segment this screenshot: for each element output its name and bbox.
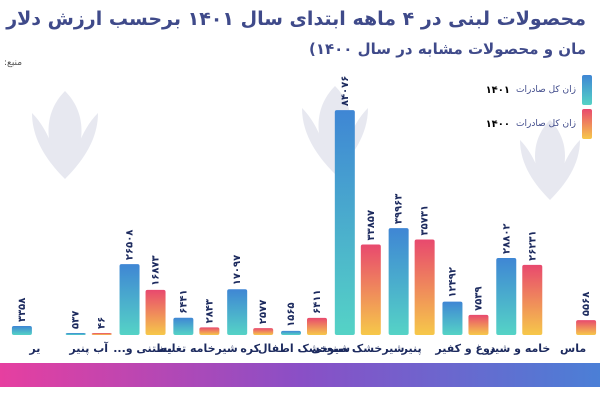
bar-1401 (11, 326, 32, 335)
data-label: ۲۸۸۰۲ (501, 223, 512, 254)
category-label: کره (240, 342, 260, 355)
watermark-logo-icon (32, 91, 98, 179)
data-label: ۳۳۵۸ (17, 298, 28, 322)
category-label: شیرخشک صنعتی (311, 342, 404, 355)
data-label: ۲۶۲۳۱ (527, 230, 538, 261)
category-label: آب پنیر (68, 341, 108, 355)
legend-text: زان کل صادرات (516, 85, 576, 95)
bar-1400 (91, 333, 112, 335)
bar-1401 (281, 330, 301, 335)
bar-1400 (576, 320, 597, 335)
category-label: شیرخامه تغلیظ (155, 342, 238, 355)
category-label: یر (28, 342, 40, 355)
data-label: ۲۸۴۳ (204, 299, 215, 323)
legend-year: ۱۴۰۰ (485, 118, 510, 130)
data-label: ۲۶۵۰۸ (125, 230, 136, 261)
bar-1401 (173, 317, 194, 335)
legend-year: ۱۴۰۱ (485, 84, 510, 96)
data-label: ۱۵۶۵ (286, 302, 297, 326)
legend-item-1401: زان کل صادرات ۱۴۰۱ (486, 74, 592, 106)
legend-item-1400: زان کل صادرات ۱۴۰۰ (486, 108, 592, 140)
data-label: ۵۳۷ (71, 311, 82, 329)
data-label: ۱۲۴۹۲ (447, 267, 458, 298)
category-label: خامه و شیر (487, 342, 550, 355)
legend-swatch-1401 (582, 75, 592, 105)
data-label: ۶۴۱۱ (312, 289, 323, 313)
chart-subtitle: مان و محصولات مشابه در سال ۱۴۰۰) (308, 40, 586, 58)
data-label: ۳۵۷۳۱ (420, 205, 431, 236)
bar-1401 (65, 333, 86, 335)
data-label: ۳۳۸۵۷ (366, 210, 377, 241)
source-label: منبع: (4, 58, 23, 68)
bar-1401 (442, 301, 463, 335)
category-label: بستنی و... (113, 342, 172, 355)
legend-label: زان کل صادرات (516, 85, 576, 95)
category-label: ماس (560, 342, 586, 355)
data-label: ۴۶ (97, 317, 108, 329)
legend-text: زان کل صادرات (516, 119, 576, 129)
data-label: ۱۶۸۷۳ (151, 255, 162, 286)
data-label: ۳۹۹۶۳ (394, 194, 405, 225)
bar-1400 (253, 328, 274, 335)
data-label: ۷۵۳۹ (473, 286, 484, 310)
bar-1400 (414, 239, 435, 335)
bar-1400 (145, 289, 166, 335)
legend-swatch-1400 (582, 109, 592, 139)
bar-1400 (522, 264, 543, 335)
bar-1400 (307, 317, 327, 335)
data-label: ۲۵۷۷ (258, 300, 269, 324)
category-label: پنیر (401, 342, 422, 355)
bar-1401 (388, 228, 409, 335)
watermark-logo-icon (520, 120, 580, 200)
legend-label: زان کل صادرات (516, 119, 576, 129)
bar-1401 (334, 110, 355, 335)
bar-1400 (468, 314, 489, 335)
bar-1400 (199, 327, 220, 335)
bar-1401 (496, 257, 517, 335)
data-label: ۵۵۶۸ (581, 292, 592, 316)
bar-1401 (119, 264, 140, 335)
data-label: ۸۴۰۷۶ (340, 76, 351, 107)
bottom-band (0, 363, 600, 387)
chart-title: محصولات لبنی در ۴ ماهه ابتدای سال ۱۴۰۱ ب… (6, 8, 586, 30)
data-label: ۶۴۴۱ (178, 289, 189, 313)
bar-1400 (360, 244, 381, 335)
category-label: شیرخشک اطفال (258, 342, 350, 355)
bar-1401 (227, 289, 248, 335)
category-label: دوغ و کفیر (434, 342, 495, 355)
data-label: ۱۷۰۹۷ (232, 255, 243, 286)
